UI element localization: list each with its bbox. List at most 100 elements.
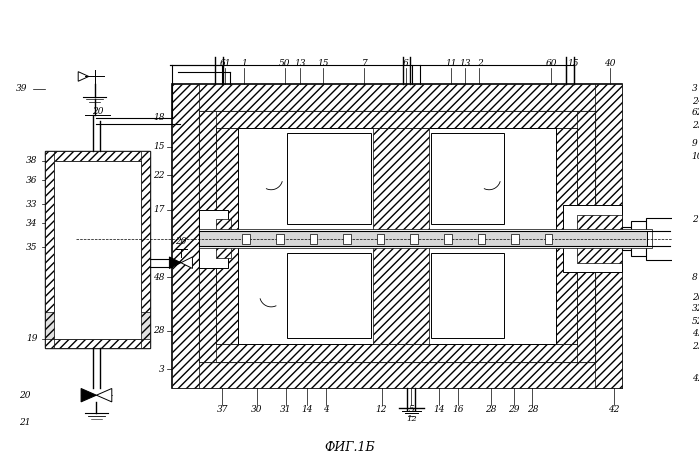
Text: 3: 3 xyxy=(159,365,164,374)
Bar xyxy=(231,233,238,244)
Bar xyxy=(621,227,655,250)
Text: 40: 40 xyxy=(605,58,616,68)
Bar xyxy=(172,84,199,388)
Bar xyxy=(511,234,519,244)
Bar xyxy=(45,151,150,161)
Text: 31: 31 xyxy=(280,405,291,414)
Text: 14: 14 xyxy=(433,405,445,414)
Text: 7: 7 xyxy=(361,58,367,68)
Text: 29: 29 xyxy=(508,405,520,414)
Text: 22: 22 xyxy=(153,171,164,180)
Bar xyxy=(631,221,660,256)
Text: 20: 20 xyxy=(175,237,187,246)
Text: 19: 19 xyxy=(27,334,38,343)
Text: 48: 48 xyxy=(153,273,164,282)
Text: 27: 27 xyxy=(691,215,699,224)
Text: 13: 13 xyxy=(294,58,305,68)
Text: 6: 6 xyxy=(403,58,408,68)
Text: 13: 13 xyxy=(459,58,471,68)
Bar xyxy=(377,234,384,244)
Bar xyxy=(199,111,595,362)
Bar xyxy=(477,234,485,244)
Text: 25: 25 xyxy=(691,121,699,130)
Text: 36: 36 xyxy=(27,175,38,185)
Text: 42: 42 xyxy=(608,405,619,414)
Text: 1: 1 xyxy=(241,58,247,68)
Text: 33: 33 xyxy=(27,200,38,209)
Text: ФИГ.1Б: ФИГ.1Б xyxy=(324,441,375,454)
Bar xyxy=(243,234,250,244)
Text: 24: 24 xyxy=(691,97,699,106)
Text: 12: 12 xyxy=(376,405,387,414)
Bar xyxy=(595,84,621,388)
Text: 17: 17 xyxy=(153,206,164,214)
Bar xyxy=(172,84,621,388)
Text: 3: 3 xyxy=(691,84,698,94)
Bar xyxy=(217,128,238,344)
Text: 11: 11 xyxy=(445,58,456,68)
Bar xyxy=(563,205,621,272)
Text: 10: 10 xyxy=(691,152,699,161)
Bar xyxy=(276,234,284,244)
Text: 43: 43 xyxy=(691,329,699,338)
Bar xyxy=(45,338,150,348)
Text: 38: 38 xyxy=(27,156,38,165)
Bar xyxy=(172,84,621,111)
Text: 60: 60 xyxy=(546,58,557,68)
Text: 28: 28 xyxy=(485,405,497,414)
Bar xyxy=(577,111,595,362)
Text: 12: 12 xyxy=(406,415,417,423)
Bar xyxy=(199,111,595,128)
Bar xyxy=(199,210,228,268)
Text: 5: 5 xyxy=(408,405,415,414)
Bar xyxy=(545,234,552,244)
Text: 52: 52 xyxy=(691,317,699,326)
Text: 2: 2 xyxy=(477,58,482,68)
Text: 50: 50 xyxy=(279,58,290,68)
Bar xyxy=(172,362,621,388)
Text: 21: 21 xyxy=(19,418,30,426)
Polygon shape xyxy=(169,257,181,269)
Text: 15: 15 xyxy=(317,58,329,68)
Text: 18: 18 xyxy=(153,113,164,122)
Text: 34: 34 xyxy=(27,219,38,228)
Text: 61: 61 xyxy=(219,58,231,68)
Text: 8: 8 xyxy=(691,273,698,282)
Bar xyxy=(238,128,556,344)
Bar xyxy=(310,234,317,244)
Text: 39: 39 xyxy=(16,84,27,94)
Text: 62: 62 xyxy=(691,108,699,118)
Text: 20: 20 xyxy=(19,391,30,400)
Bar xyxy=(199,344,595,362)
Bar xyxy=(287,133,371,224)
Text: 30: 30 xyxy=(251,405,263,414)
Bar xyxy=(45,151,150,348)
Bar xyxy=(199,231,647,246)
Polygon shape xyxy=(81,388,96,402)
Text: 35: 35 xyxy=(27,243,38,252)
Text: 14: 14 xyxy=(301,405,312,414)
Text: 4: 4 xyxy=(323,405,329,414)
Text: 26: 26 xyxy=(691,293,699,302)
Text: 23: 23 xyxy=(691,342,699,351)
Bar xyxy=(45,151,55,348)
Text: 16: 16 xyxy=(453,405,464,414)
Bar xyxy=(373,128,428,344)
Bar xyxy=(431,253,505,338)
Text: 28: 28 xyxy=(153,326,164,335)
Bar xyxy=(646,218,684,260)
Bar xyxy=(287,253,371,338)
Bar xyxy=(577,215,621,263)
Text: 20: 20 xyxy=(92,106,103,115)
Bar xyxy=(217,219,231,258)
Text: 28: 28 xyxy=(526,405,538,414)
Bar xyxy=(410,234,418,244)
Bar xyxy=(217,128,577,344)
Bar xyxy=(45,312,150,338)
Bar xyxy=(556,128,577,344)
Polygon shape xyxy=(181,257,192,269)
Text: 42: 42 xyxy=(691,375,699,383)
Text: 37: 37 xyxy=(217,405,228,414)
Bar xyxy=(444,234,452,244)
Bar xyxy=(431,133,505,224)
